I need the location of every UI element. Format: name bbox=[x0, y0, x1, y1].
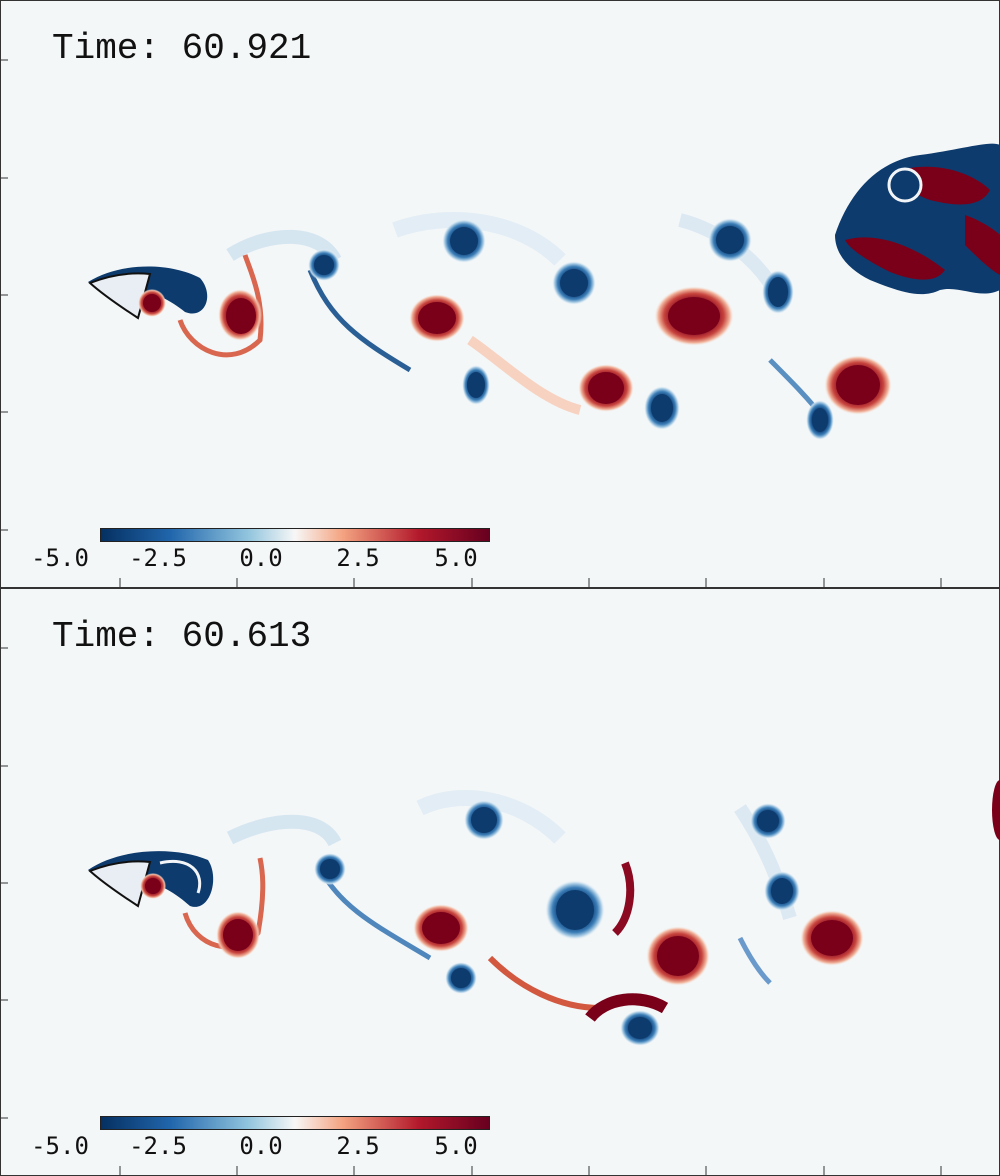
colorbar bbox=[100, 528, 490, 542]
vorticity-panel-top: Time: 60.921 -5.0 -2.5 0.0 2.5 5.0 bbox=[0, 0, 1000, 588]
left-axis-ticks bbox=[0, 59, 8, 531]
colorbar-tick-label: 5.0 bbox=[434, 1132, 478, 1160]
time-readout: Time: 60.921 bbox=[52, 28, 311, 69]
colorbar bbox=[100, 1116, 490, 1130]
colorbar-ticks: -5.0 -2.5 0.0 2.5 5.0 bbox=[0, 544, 1000, 584]
time-value: 60.613 bbox=[181, 616, 312, 657]
colorbar-tick-label: 0.0 bbox=[239, 1132, 283, 1160]
colorbar-tick-label: -5.0 bbox=[31, 1132, 89, 1160]
colorbar-tick-label: -2.5 bbox=[129, 1132, 187, 1160]
time-label: Time: bbox=[52, 28, 161, 69]
colorbar-tick-label: -2.5 bbox=[129, 544, 187, 572]
vorticity-field-bottom bbox=[0, 588, 1000, 1176]
colorbar-tick-label: 5.0 bbox=[434, 544, 478, 572]
left-axis-ticks bbox=[0, 647, 8, 1119]
bottom-axis-ticks bbox=[119, 1166, 942, 1176]
time-value: 60.921 bbox=[181, 28, 312, 69]
bottom-axis-ticks bbox=[119, 578, 942, 588]
vorticity-panel-bottom: Time: 60.613 -5.0 -2.5 0.0 2.5 5.0 bbox=[0, 588, 1000, 1176]
colorbar-tick-label: 0.0 bbox=[239, 544, 283, 572]
time-readout: Time: 60.613 bbox=[52, 616, 311, 657]
colorbar-tick-label: 2.5 bbox=[336, 544, 380, 572]
colorbar-ticks: -5.0 -2.5 0.0 2.5 5.0 bbox=[0, 1132, 1000, 1172]
vorticity-field-top bbox=[0, 0, 1000, 588]
colorbar-tick-label: -5.0 bbox=[31, 544, 89, 572]
time-label: Time: bbox=[52, 616, 161, 657]
colorbar-tick-label: 2.5 bbox=[336, 1132, 380, 1160]
